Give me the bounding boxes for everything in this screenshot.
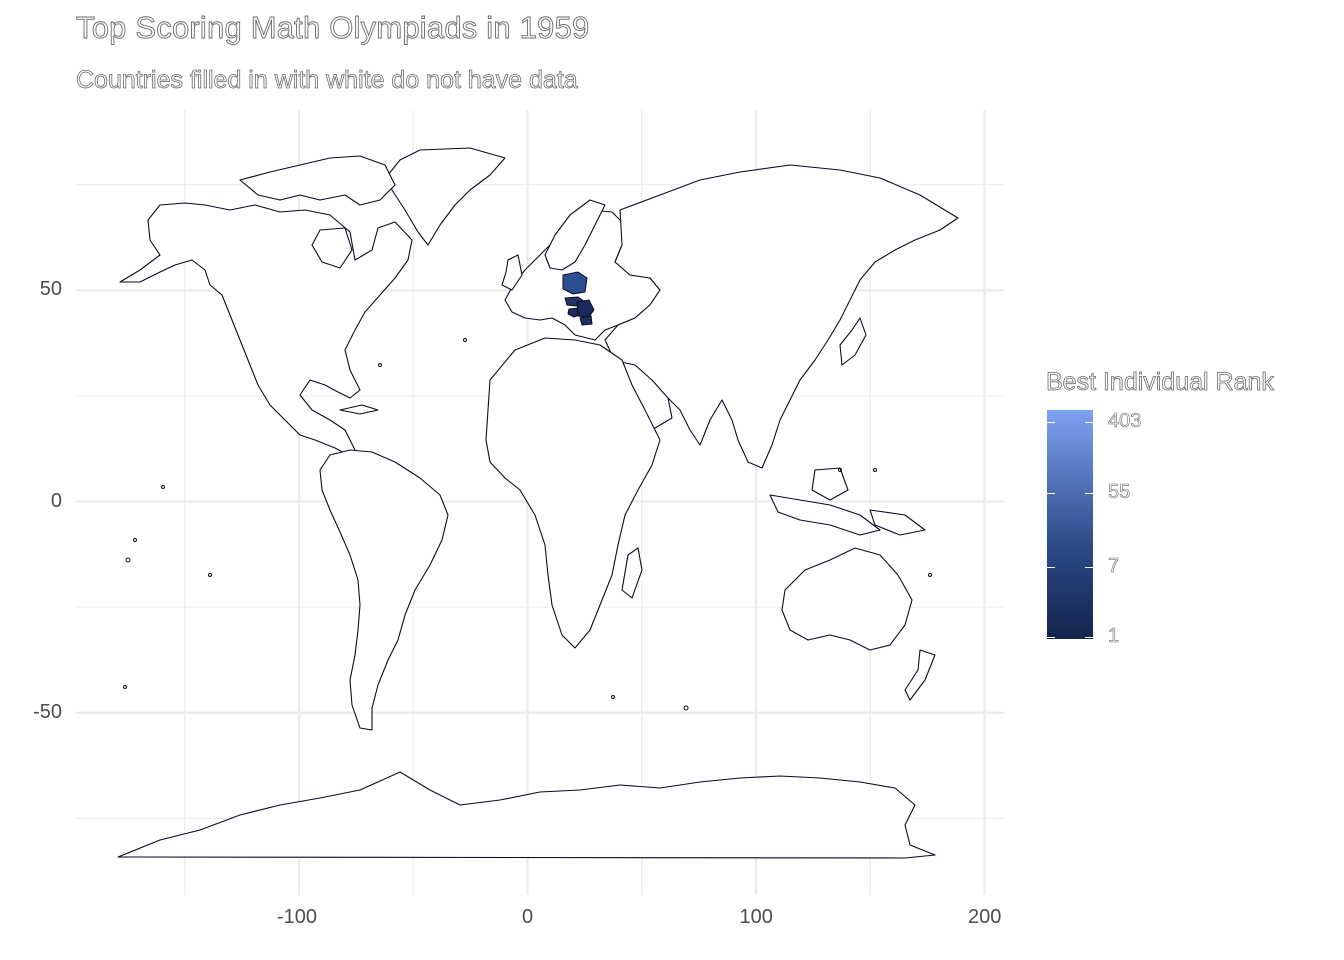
land-new-guinea — [869, 509, 926, 536]
island — [133, 538, 137, 542]
chart-title: Top Scoring Math Olympiads in 1959 — [76, 10, 590, 46]
legend-tick — [1047, 493, 1055, 495]
island — [873, 468, 877, 472]
country-poland — [562, 271, 588, 295]
legend-label: 403 — [1108, 410, 1142, 433]
legend-label: 1 — [1108, 625, 1120, 648]
island — [683, 705, 689, 711]
island — [378, 363, 382, 367]
country-bulgaria — [579, 315, 593, 326]
x-tick-label: 0 — [522, 906, 534, 928]
island — [838, 468, 842, 472]
legend-tick — [1085, 637, 1093, 638]
island — [123, 685, 127, 689]
small-islands — [123, 338, 932, 711]
land-greenland — [387, 147, 506, 246]
legend-tick — [1085, 567, 1093, 569]
land-arctic-islands — [239, 155, 396, 206]
land-asia — [604, 164, 959, 469]
country-romania — [576, 299, 595, 319]
legend-label: 55 — [1108, 481, 1131, 504]
land-cuba — [339, 404, 379, 415]
legend-tick — [1047, 422, 1055, 423]
chart-subtitle: Countries filled in with white do not ha… — [76, 66, 578, 95]
land-new-zealand — [904, 649, 936, 701]
land-madagascar — [621, 547, 643, 599]
world-land — [117, 147, 959, 859]
legend-colorbar — [1047, 410, 1093, 639]
island — [161, 485, 165, 489]
island — [125, 557, 131, 563]
land-scandinavia — [544, 199, 606, 271]
y-tick-label: 50 — [39, 278, 62, 301]
island — [463, 338, 467, 342]
legend-title: Best Individual Rank — [1046, 368, 1275, 397]
legend-tick — [1085, 422, 1093, 423]
land-antarctica — [117, 771, 936, 859]
land-north-america — [119, 202, 413, 456]
legend-tick — [1085, 493, 1093, 495]
island — [208, 573, 212, 577]
x-tick-label: 200 — [968, 906, 1002, 928]
island — [611, 695, 615, 699]
land-japan — [839, 317, 867, 366]
land-borneo — [811, 467, 849, 501]
land-australia — [781, 547, 913, 651]
land-africa — [485, 337, 661, 649]
legend-tick — [1047, 567, 1055, 569]
land-indonesia — [769, 494, 881, 536]
legend-label: 7 — [1108, 555, 1120, 578]
y-tick-label: -50 — [33, 700, 62, 723]
x-tick-label: -100 — [277, 906, 318, 928]
land-south-america — [319, 449, 449, 731]
y-tick-label: 0 — [50, 489, 62, 512]
island — [928, 573, 932, 577]
land-britain — [501, 254, 523, 291]
x-tick-label: 100 — [739, 906, 773, 928]
water-hudson-bay — [311, 227, 353, 269]
data-countries — [562, 271, 595, 326]
legend-tick — [1047, 637, 1055, 638]
